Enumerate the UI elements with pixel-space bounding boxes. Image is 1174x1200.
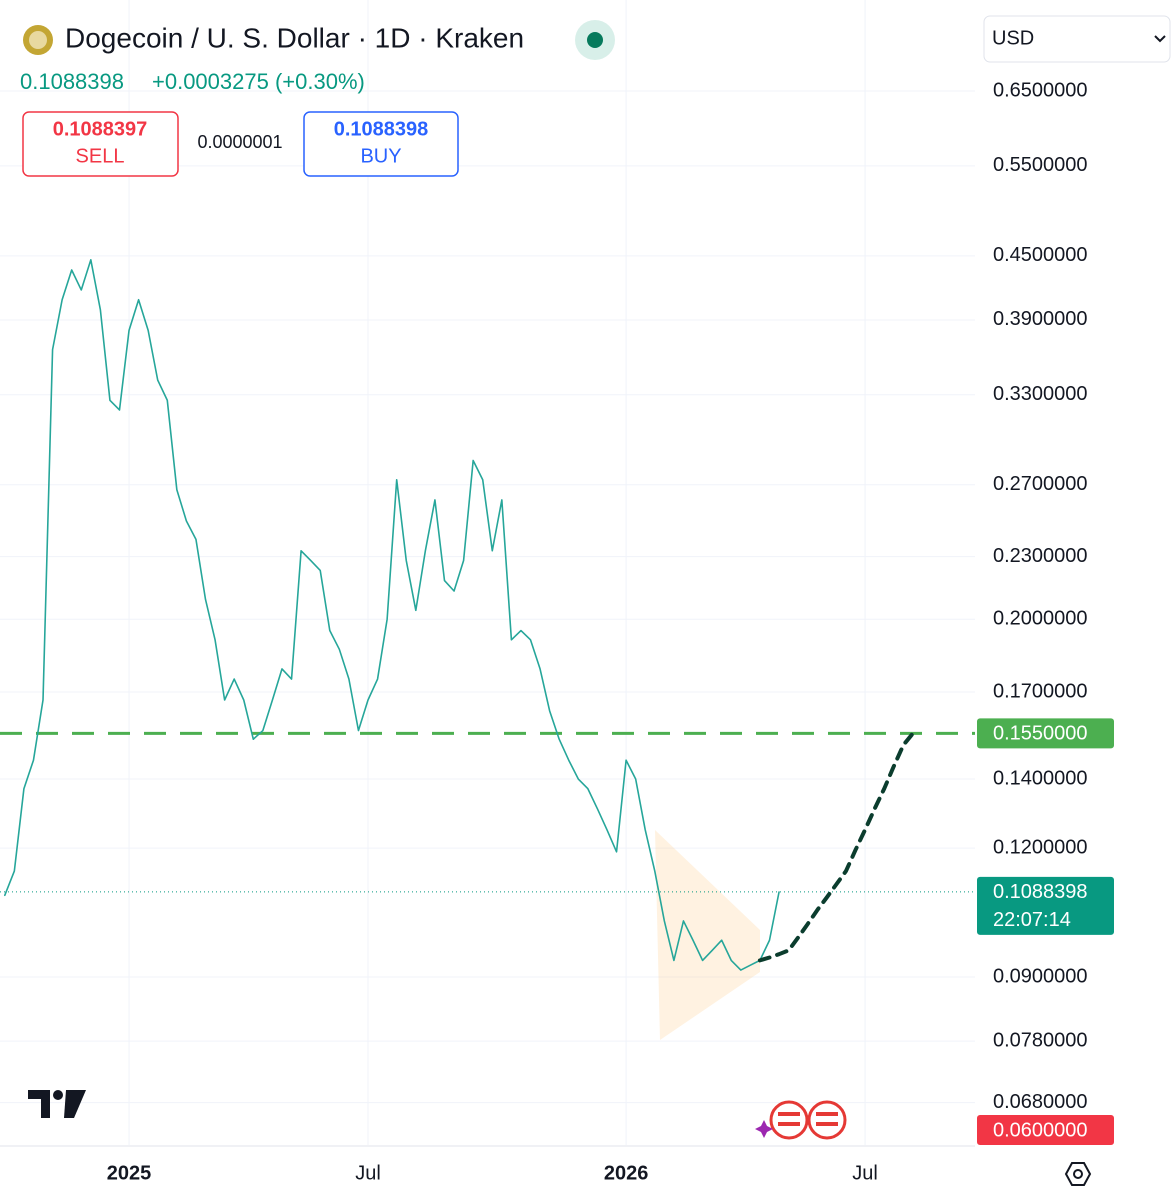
y-tick-label: 0.1700000 <box>993 680 1088 702</box>
y-tick-label: 0.3900000 <box>993 308 1088 330</box>
y-tick-label: 0.3300000 <box>993 383 1088 405</box>
sell-price: 0.1088397 <box>53 118 148 140</box>
y-tick-label: 0.0900000 <box>993 965 1088 987</box>
sell-label: SELL <box>76 145 125 167</box>
event-icons[interactable] <box>755 1100 847 1140</box>
y-tick-label: 0.2300000 <box>993 545 1088 567</box>
trend-line <box>757 731 915 963</box>
settings-button[interactable] <box>1064 1162 1092 1186</box>
logo-part <box>53 1090 63 1100</box>
gear-center <box>1073 1169 1083 1179</box>
flag-stripe <box>816 1112 838 1116</box>
sparkle <box>755 1120 773 1138</box>
y-tick-label: 0.2700000 <box>993 473 1088 495</box>
flag-icon <box>769 1100 809 1140</box>
gear-icon <box>1064 1162 1092 1186</box>
grid <box>0 0 975 1145</box>
plot-area <box>0 259 975 971</box>
coin-icon-inner <box>29 31 47 49</box>
tradingview-logo[interactable] <box>28 1090 86 1118</box>
chevron <box>1154 35 1166 43</box>
price-label: 0.1550000 <box>993 723 1088 745</box>
price-line <box>3 259 780 971</box>
wedge-pattern <box>655 830 760 1040</box>
x-tick-label: 2025 <box>107 1162 152 1184</box>
buy-label: BUY <box>360 145 401 167</box>
logo-part <box>64 1090 86 1118</box>
flag-stripe <box>778 1122 800 1126</box>
y-tick-label: 0.4500000 <box>993 244 1088 266</box>
y-tick-label: 0.0780000 <box>993 1029 1088 1051</box>
spread: 0.0000001 <box>197 132 282 152</box>
flag-stripe <box>778 1112 800 1116</box>
symbol-title: Dogecoin / U. S. Dollar · 1D · Kraken <box>65 22 524 53</box>
price-label-box <box>977 718 1114 749</box>
y-tick-label: 0.0680000 <box>993 1091 1088 1113</box>
price-change: +0.0003275 (+0.30%) <box>152 69 365 94</box>
low-marker-box <box>977 1115 1114 1145</box>
y-tick-label: 0.1400000 <box>993 767 1088 789</box>
y-tick-label: 0.1200000 <box>993 836 1088 858</box>
x-tick-label: 2026 <box>604 1162 649 1184</box>
logo-part <box>28 1090 50 1118</box>
last-price: 0.1088398 <box>20 69 124 94</box>
x-tick-label: Jul <box>852 1162 878 1184</box>
currency-label: USD <box>992 27 1034 49</box>
market-status-dot <box>587 32 603 48</box>
y-tick-label: 0.2000000 <box>993 607 1088 629</box>
low-marker-label: 0.0600000 <box>993 1119 1088 1141</box>
axes: 0.6500000 0.5500000 0.4500000 0.3900000 0.33… <box>0 79 1114 1184</box>
x-tick-label: Jul <box>355 1162 381 1184</box>
countdown: 22:07:14 <box>993 909 1071 931</box>
sell-button[interactable]: 0.1088397 SELL <box>22 111 179 177</box>
price-label-box <box>977 876 1114 935</box>
y-tick-label: 0.5500000 <box>993 154 1088 176</box>
currency-dropdown[interactable]: USD <box>983 15 1171 63</box>
sell-box <box>22 111 179 177</box>
buy-box <box>303 111 459 177</box>
buy-button[interactable]: 0.1088398 BUY <box>303 111 459 177</box>
dropdown-box <box>983 15 1171 63</box>
buy-price: 0.1088398 <box>334 118 429 140</box>
flag-icon <box>807 1100 847 1140</box>
y-tick-label: 0.6500000 <box>993 79 1088 101</box>
flag-stripe <box>816 1122 838 1126</box>
price-label: 0.1088398 <box>993 881 1088 903</box>
